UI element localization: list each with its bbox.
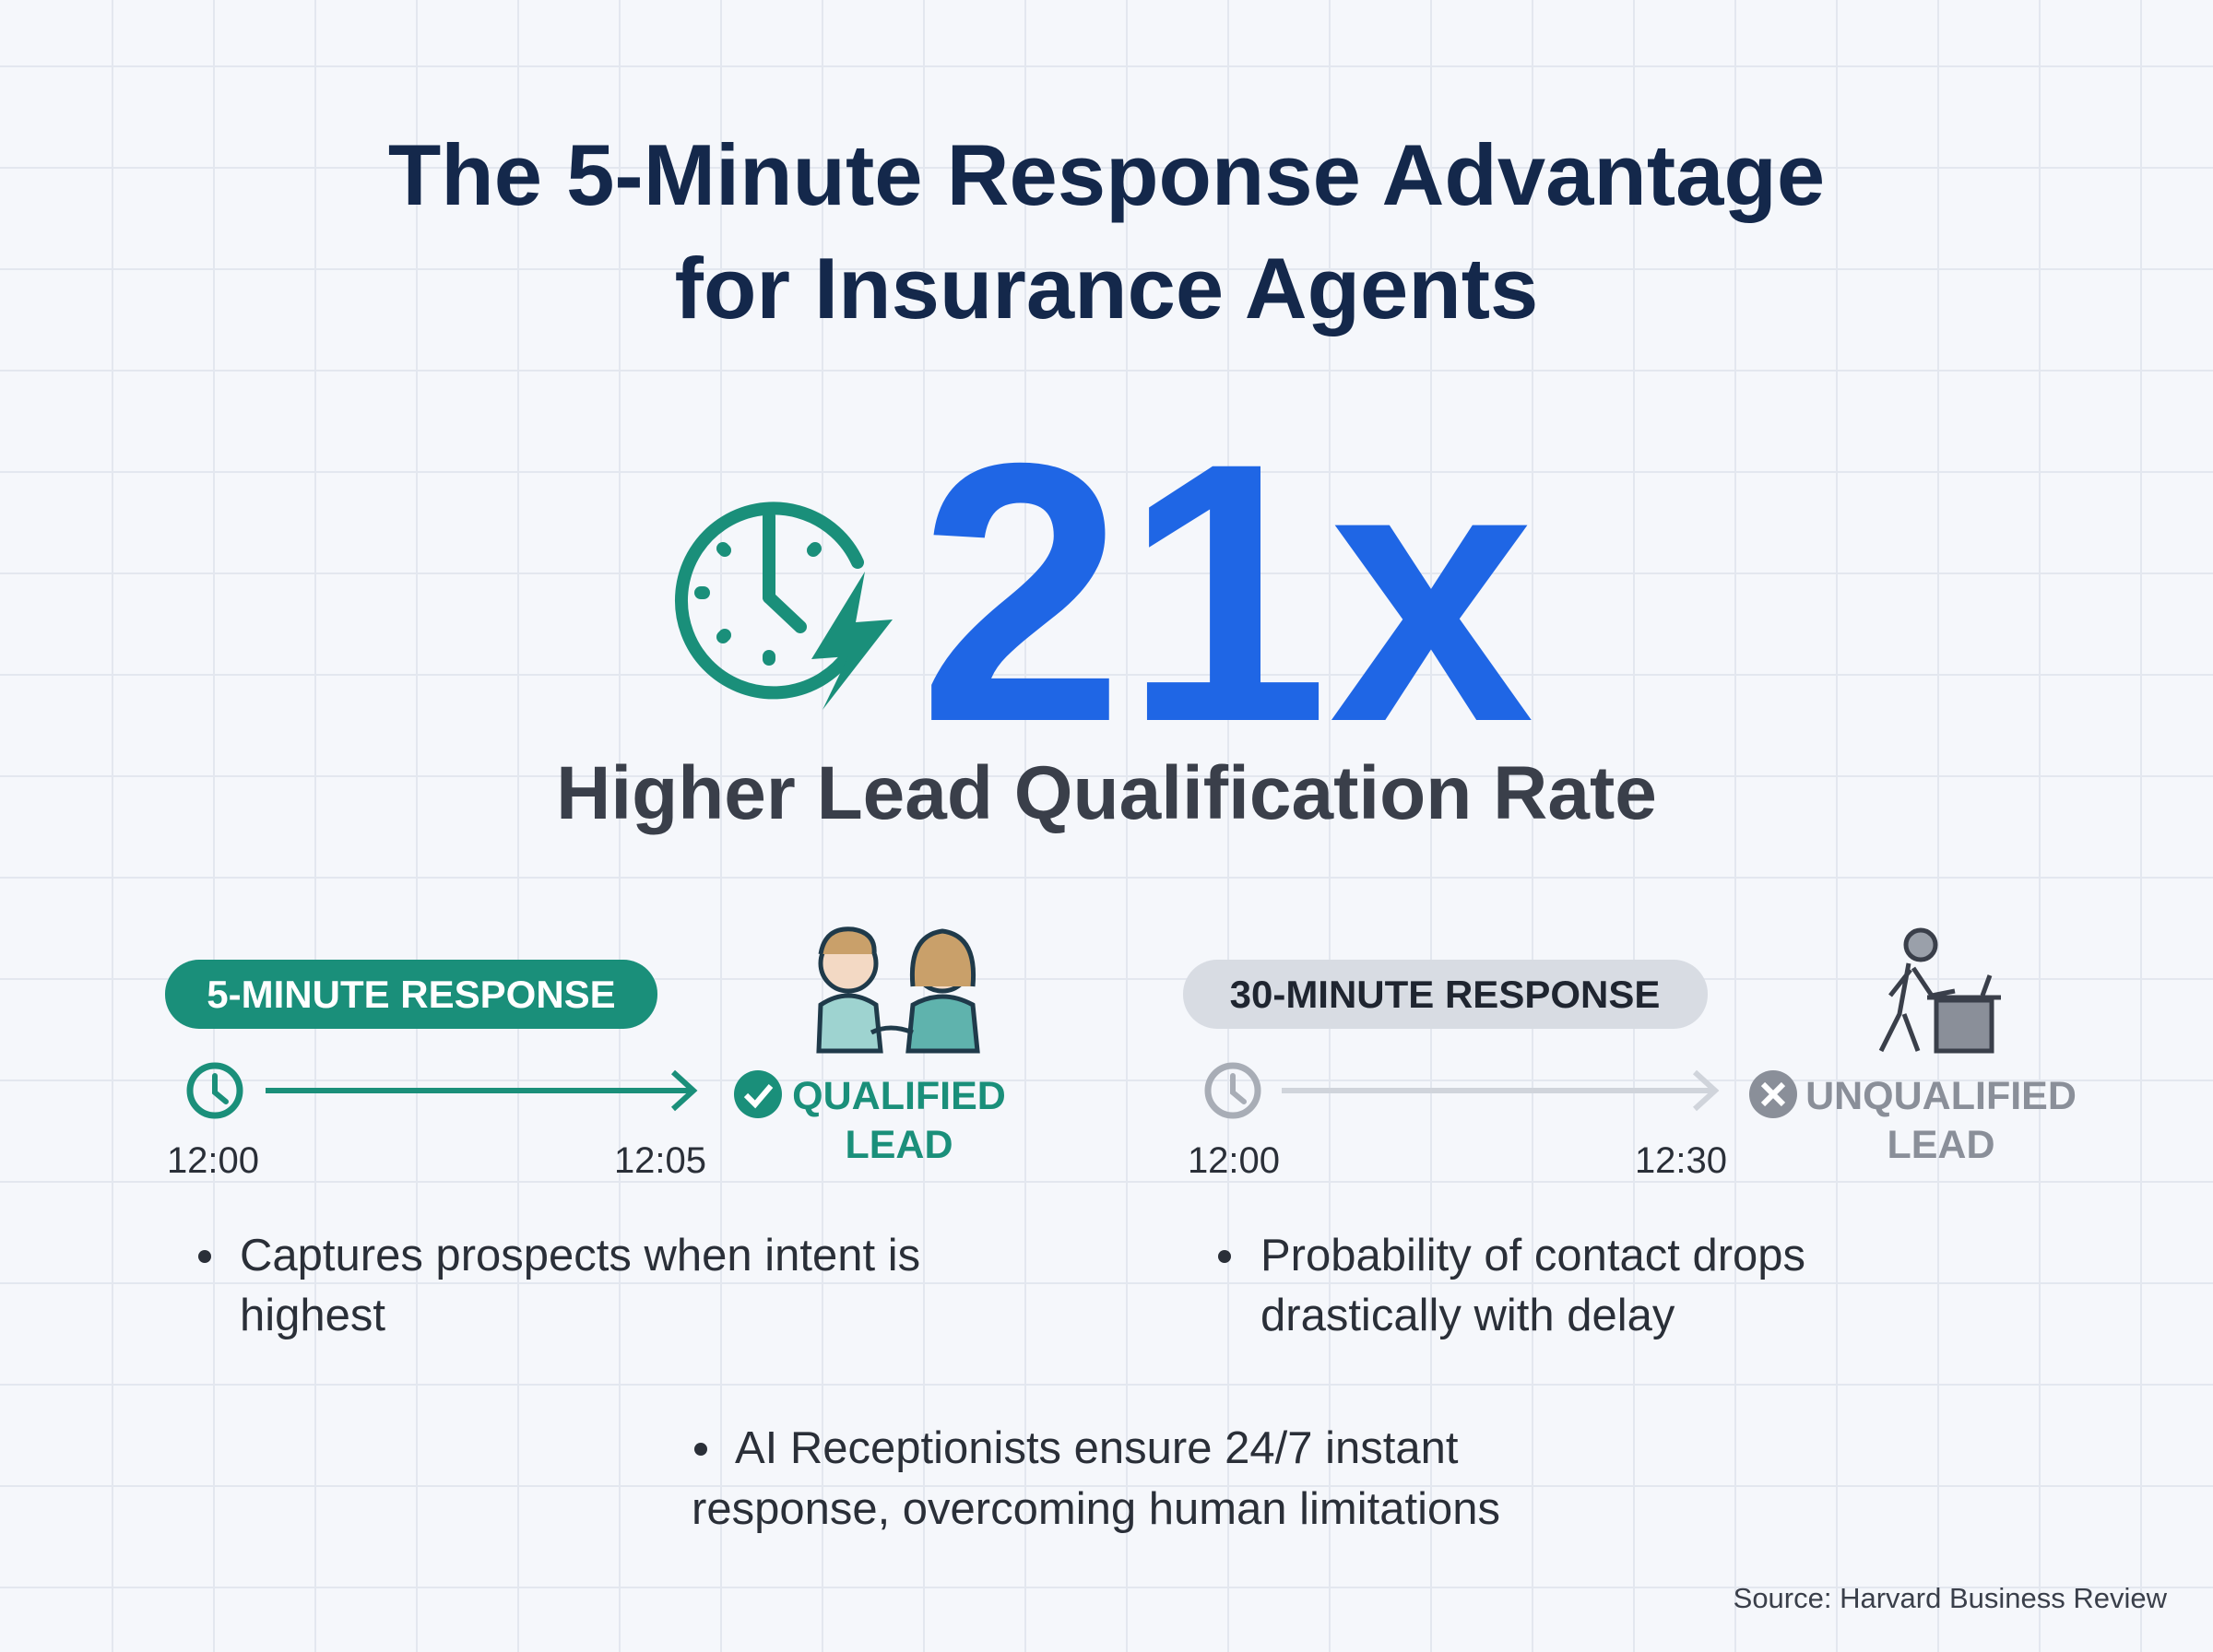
end-time: 12:05 (614, 1140, 706, 1181)
outcome: QUALIFIED (792, 1074, 1006, 1118)
clock-lightning-icon (675, 502, 864, 700)
outcome: LEAD (845, 1123, 953, 1167)
title: for Insurance Agents (675, 240, 1539, 336)
bullet-text: response, overcoming human limitations (692, 1484, 1500, 1534)
end-time: 12:30 (1635, 1140, 1727, 1181)
bullet (1218, 1250, 1231, 1263)
pill (165, 960, 657, 1029)
clock-icon (1204, 1062, 1261, 1119)
bullet-text: Captures prospects when intent is (240, 1231, 920, 1280)
clock-icon (186, 1062, 243, 1119)
arrow-head (670, 1069, 698, 1112)
title: The 5-Minute Response Advantage (388, 126, 1825, 223)
lightning (811, 572, 893, 710)
start-time: 12:00 (1188, 1140, 1280, 1181)
pill-label: 30-MINUTE RESPONSE (1230, 973, 1661, 1016)
handshake-icon (816, 926, 980, 1054)
outcome: UNQUALIFIED (1805, 1074, 2077, 1118)
check-mark (743, 1084, 774, 1109)
x-mark (1760, 1081, 1786, 1107)
outcome: LEAD (1887, 1123, 1994, 1167)
headline-caption: Higher Lead Qualification Rate (556, 751, 1657, 835)
pill (1183, 960, 1708, 1029)
clock-hands (1230, 1073, 1247, 1104)
bullet-text: AI Receptionists ensure 24/7 instant (735, 1423, 1459, 1473)
start-time: 12:00 (167, 1140, 259, 1181)
check-icon (734, 1070, 782, 1118)
pill-label: 5-MINUTE RESPONSE (207, 973, 615, 1016)
source: Source: Harvard Business Review (1734, 1582, 2168, 1614)
headline-stat: 21x (918, 386, 1536, 798)
bullet-text: Probability of contact drops (1260, 1231, 1805, 1280)
bullet (198, 1250, 211, 1263)
bullet-text: highest (240, 1291, 385, 1340)
bullet (694, 1443, 707, 1456)
arrow-head (1692, 1069, 1720, 1112)
frustrated-person-icon (1878, 927, 2001, 1054)
bullet-text: drastically with delay (1260, 1291, 1675, 1340)
clock-hands (212, 1073, 229, 1104)
